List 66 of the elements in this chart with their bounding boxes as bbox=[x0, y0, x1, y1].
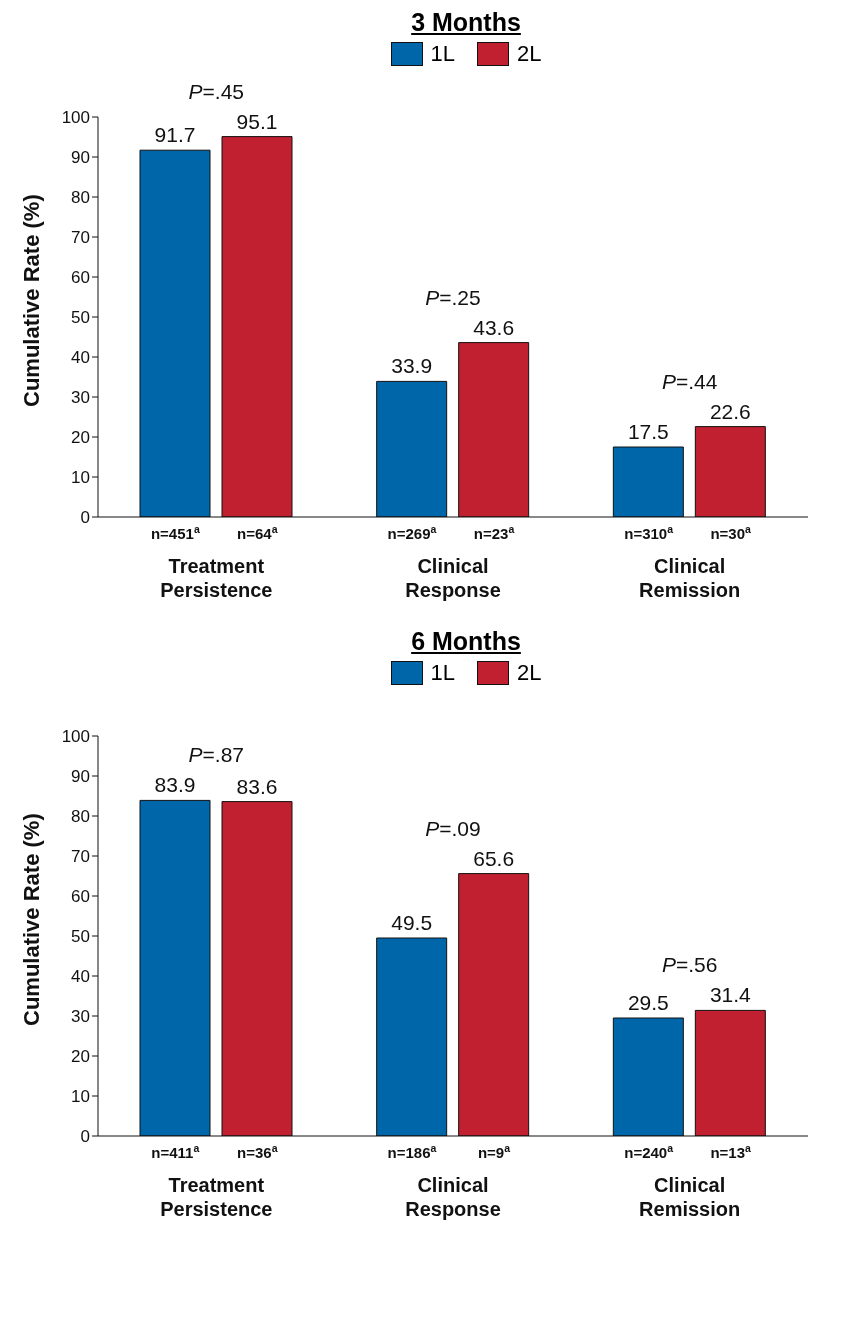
annotation: P=.09 bbox=[425, 816, 481, 840]
y-tick-label: 80 bbox=[71, 807, 90, 827]
text: n=186$^{a}$ bbox=[387, 1142, 437, 1161]
y-tick-label: 80 bbox=[71, 188, 90, 208]
y-tick-label: 50 bbox=[71, 927, 90, 947]
text: n=269$^{a}$ bbox=[387, 523, 437, 542]
text: n=451$^{a}$ bbox=[150, 523, 200, 542]
data-label: 31.4 bbox=[709, 983, 752, 1007]
x-tick-label: Clinical Remission bbox=[639, 555, 741, 601]
annotation: P=.44 bbox=[661, 369, 718, 393]
annotation: P=.56 bbox=[661, 953, 718, 977]
y-tick-label: 90 bbox=[71, 767, 90, 787]
data-label: 91.7 bbox=[154, 123, 196, 147]
y-tick-label: 90 bbox=[71, 148, 90, 168]
data-label: 65.6 bbox=[473, 846, 515, 870]
y-axis-title: Cumulative Rate (%) bbox=[18, 194, 44, 407]
legend-label: 1L bbox=[429, 41, 455, 67]
text: n=240$^{a}$ bbox=[624, 1142, 674, 1161]
y-tick-label: 0 bbox=[80, 1127, 90, 1147]
y-tick-label: 10 bbox=[71, 1087, 90, 1107]
y-tick-label: 70 bbox=[71, 228, 90, 248]
y-tick-label: 40 bbox=[71, 967, 90, 987]
y-tick-label: 0 bbox=[80, 508, 90, 528]
y-tick-label: 30 bbox=[71, 388, 90, 408]
x-tick-label: Treatment Persistence bbox=[160, 555, 273, 601]
data-label: 43.6 bbox=[473, 315, 515, 339]
text: n=23$^{a}$ bbox=[473, 523, 515, 542]
text: P=.45 bbox=[188, 79, 245, 103]
x-tick-label: Clinical Remission bbox=[639, 1174, 741, 1220]
chart-title: 3 Months bbox=[410, 8, 522, 37]
text: n=64$^{a}$ bbox=[237, 523, 278, 542]
data-label: 49.5 bbox=[391, 911, 433, 934]
x-tick-label: Clinical Response bbox=[405, 1174, 501, 1220]
text: n=411$^{a}$ bbox=[151, 1142, 200, 1161]
y-tick-label: 60 bbox=[71, 887, 90, 907]
legend-label: 2L bbox=[516, 660, 542, 686]
data-label: 83.9 bbox=[154, 773, 196, 797]
text: n=36$^{a}$ bbox=[237, 1142, 278, 1161]
y-tick-label: 60 bbox=[71, 268, 90, 288]
text: n=310$^{a}$ bbox=[624, 523, 674, 542]
data-label: 22.6 bbox=[709, 399, 751, 423]
data-label: 33.9 bbox=[391, 354, 433, 378]
data-label: 95.1 bbox=[236, 109, 278, 133]
text: n=13$^{a}$ bbox=[710, 1142, 752, 1161]
x-tick-label: Treatment Persistence bbox=[160, 1174, 273, 1220]
y-tick-label: 70 bbox=[71, 847, 90, 867]
y-tick-label: 100 bbox=[61, 727, 90, 747]
y-tick-label: 40 bbox=[71, 348, 90, 368]
x-tick-label: Clinical Response bbox=[405, 555, 501, 601]
y-axis-title: Cumulative Rate (%) bbox=[18, 813, 44, 1026]
y-tick-label: 20 bbox=[71, 428, 90, 448]
y-tick-label: 30 bbox=[71, 1007, 90, 1027]
data-label: 83.6 bbox=[236, 774, 278, 798]
y-tick-label: 100 bbox=[61, 108, 90, 128]
legend-label: 1L bbox=[429, 660, 455, 686]
y-tick-label: 20 bbox=[71, 1047, 90, 1067]
text: n=30$^{a}$ bbox=[710, 523, 752, 542]
data-label: 29.5 bbox=[627, 991, 669, 1014]
data-label: 17.5 bbox=[627, 420, 669, 443]
legend-label: 2L bbox=[516, 41, 542, 67]
y-tick-label: 50 bbox=[71, 308, 90, 328]
text: n=9$^{a}$ bbox=[477, 1142, 511, 1161]
y-tick-label: 10 bbox=[71, 468, 90, 488]
chart-title: 6 Months bbox=[410, 627, 522, 656]
annotation: P=.87 bbox=[188, 743, 245, 767]
annotation: P=.25 bbox=[425, 285, 481, 309]
